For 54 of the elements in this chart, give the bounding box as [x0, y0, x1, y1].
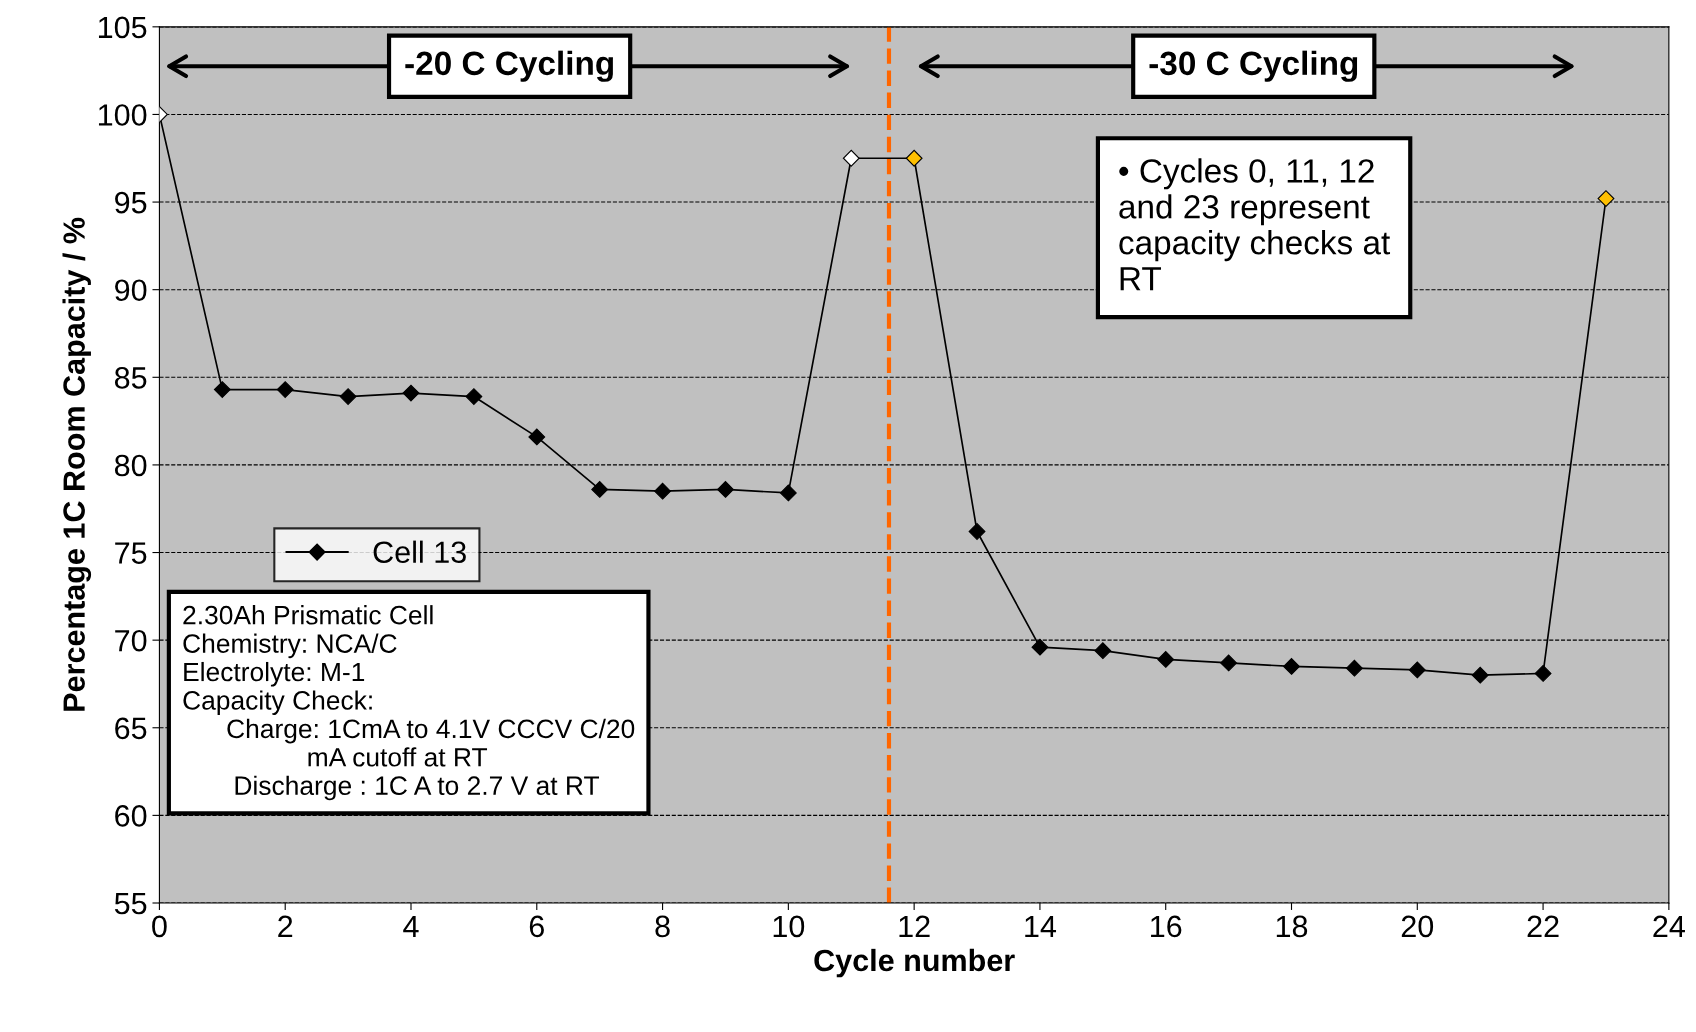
point: [591, 481, 609, 498]
point: [717, 481, 734, 498]
point: [968, 523, 986, 540]
y-tick-label: 85: [114, 367, 147, 389]
point: [905, 149, 923, 167]
point: [1597, 190, 1615, 207]
point: [1408, 661, 1426, 679]
point: [1157, 651, 1175, 668]
x-tick-label: 0: [152, 915, 167, 938]
point: [1345, 659, 1363, 677]
annotation: 2.30Ah Prismatic Cell Chemistry: NCA/C Electrolyte: M-1 Capacity Check: Charge: 1CmA to 4.1V CCCV C/20 mA cutoff at RT Discharge : 1C A to 2.7 V at RT: [183, 605, 635, 801]
point: [276, 381, 294, 398]
point: [528, 428, 546, 446]
y-tick-label: 90: [115, 279, 147, 302]
x-tick-label: 20: [1401, 915, 1434, 938]
point: [339, 388, 357, 405]
point: [1534, 665, 1552, 682]
y-tick-label: 80: [114, 454, 147, 477]
point: [1031, 638, 1049, 656]
point: [465, 388, 483, 405]
y-tick-label: 100: [98, 104, 147, 126]
y-tick-label: 75: [115, 542, 147, 564]
point: [779, 484, 797, 502]
legend-label: Cell 13: [373, 540, 466, 564]
annotation: • Cycles 0, 11, 12 and 23 represent capacity checks at RT: [1119, 158, 1391, 291]
x-tick-label: 2: [278, 915, 293, 937]
x-tick-label: 24: [1653, 915, 1685, 937]
x-tick-label: 14: [1025, 915, 1057, 937]
point: [1283, 658, 1300, 675]
annotation: -20 C Cycling: [405, 50, 613, 82]
point: [654, 482, 671, 500]
x-tick-label: 12: [899, 915, 930, 937]
point: [402, 384, 420, 402]
x-tick-label: 4: [403, 915, 419, 937]
x-axis-title: Cycle number: [814, 948, 1015, 978]
point: [213, 381, 231, 398]
x-tick-label: 18: [1276, 915, 1308, 938]
y-tick-label: 55: [114, 893, 147, 915]
x-tick-label: 16: [1151, 915, 1182, 938]
y-axis-title: Percentage 1C Room Capacity / %: [62, 217, 92, 711]
annotation: -30 C Cycling: [1149, 50, 1358, 82]
point: [842, 149, 860, 167]
y-tick-label: 70: [115, 629, 147, 652]
x-tick-label: 22: [1527, 915, 1559, 937]
x-tick-label: 6: [529, 915, 544, 938]
x-tick-label: 10: [773, 915, 805, 938]
y-tick-label: 60: [115, 805, 147, 827]
y-tick-label: 65: [115, 717, 147, 740]
point: [1471, 666, 1489, 684]
y-tick-label: 95: [115, 191, 147, 214]
y-tick-label: 105: [98, 16, 147, 39]
point: [1220, 654, 1238, 672]
x-tick-label: 8: [655, 915, 670, 938]
point: [1094, 642, 1112, 660]
